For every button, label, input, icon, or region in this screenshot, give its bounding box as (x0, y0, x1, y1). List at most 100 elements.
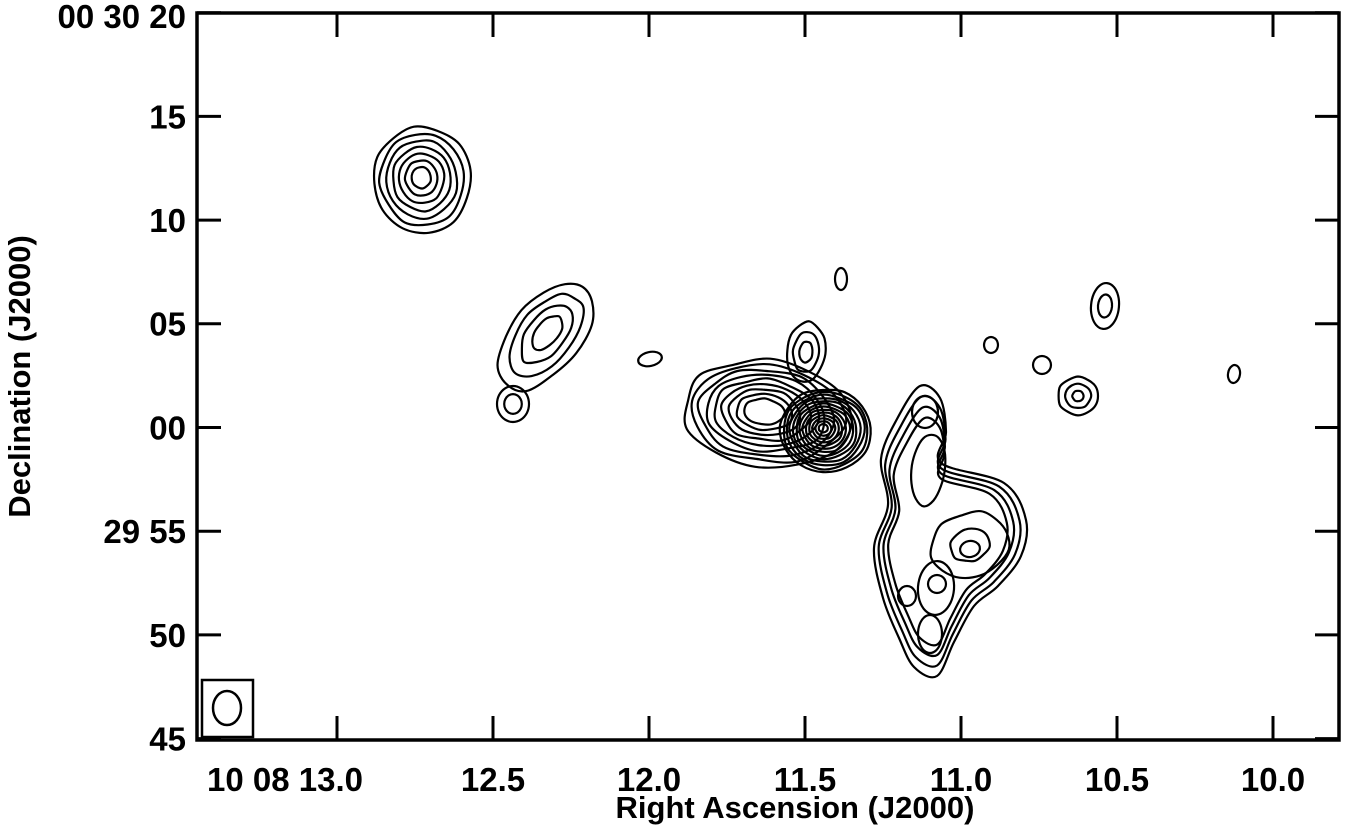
contour-line (833, 266, 849, 292)
x-tick-label: 10.0 (1241, 761, 1305, 798)
feature-south-east-lobe (929, 509, 1011, 580)
contour-line (785, 320, 827, 383)
y-tick-label: 00 (149, 409, 186, 446)
contour-line (520, 304, 574, 365)
contour-line (916, 613, 944, 655)
contour-line (1057, 375, 1100, 417)
x-tick-label: 12.5 (461, 761, 525, 798)
contour-line (916, 559, 956, 617)
contour-line (378, 132, 466, 227)
feature-central-core (778, 388, 872, 474)
contour-line (804, 411, 844, 448)
contour-line (791, 400, 858, 461)
contour-line (817, 422, 829, 434)
contour-line (929, 509, 1011, 580)
contour-line (877, 394, 1022, 668)
y-axis-tick-labels: 00 30 20 15 10 05 00 29 55 50 45 (58, 0, 186, 757)
contour-line (496, 282, 595, 393)
contour-line (801, 408, 848, 450)
contour-line (397, 152, 446, 205)
beam-box (200, 678, 255, 739)
contour-line (713, 377, 821, 448)
contour-line (896, 584, 918, 608)
feature-dot-a (982, 335, 1000, 355)
contour-line (778, 388, 872, 474)
contour-line (495, 384, 531, 424)
contour-line (982, 335, 1000, 355)
y-tick-label: 50 (149, 617, 186, 654)
contour-line (882, 405, 1016, 658)
feature-NE-jet-knot (496, 282, 595, 393)
contour-line (743, 397, 787, 426)
x-axis-tick-labels: 10 08 13.0 12.5 12.0 11.5 11.0 10.5 10.0 (207, 761, 1305, 798)
contour-line (910, 394, 940, 430)
feature-knot-south-ring (495, 384, 531, 424)
feature-south-loop-mid (916, 559, 956, 617)
contour-line (637, 350, 663, 368)
contour-line (531, 314, 564, 352)
x-axis-title: Right Ascension (J2000) (616, 790, 975, 825)
contour-line (1071, 389, 1085, 403)
contour-line (795, 402, 855, 458)
feature-faint-knot (637, 350, 663, 368)
plot-frame (195, 11, 1341, 742)
feature-south-ring-west (896, 584, 918, 608)
contour-line (782, 390, 869, 471)
feature-west-source (1057, 375, 1100, 417)
contour-line (798, 405, 852, 454)
y-tick-label: 45 (149, 720, 186, 757)
contour-line (811, 417, 837, 440)
feature-dot-b (1031, 354, 1053, 376)
contour-line (1089, 281, 1121, 331)
y-tick-label: 00 30 20 (58, 0, 186, 35)
feature-north-blob (833, 266, 849, 292)
feature-south-finger-peak (910, 394, 940, 430)
feature-south-middle-loop (910, 433, 947, 508)
feature-south-east-peak (958, 539, 982, 559)
beam-indicator (200, 678, 255, 739)
contour-line (696, 368, 836, 458)
x-tick-label: 11.5 (774, 761, 836, 798)
contour-line (791, 330, 821, 373)
contour-line (910, 433, 947, 508)
y-tick-label: 29 55 (103, 513, 186, 550)
contour-line (1226, 363, 1242, 385)
beam-ellipse (211, 689, 243, 727)
contour-line (785, 393, 866, 467)
contour-line (788, 397, 862, 463)
contour-line (735, 392, 794, 432)
x-tick-label: 10 08 13.0 (207, 761, 363, 798)
contour-line (798, 340, 814, 364)
feature-far-west-dot (1226, 363, 1242, 385)
contour-line (872, 384, 1029, 679)
contour-line (949, 527, 991, 563)
feature-west-source-2 (1089, 281, 1121, 331)
contour-line (410, 165, 432, 190)
contour-line (727, 388, 802, 437)
feature-south-complex-envelope (872, 384, 1029, 679)
y-tick-label: 15 (149, 98, 186, 135)
axis-ticks (197, 11, 1339, 741)
contour-line (385, 139, 459, 220)
contour-line (403, 159, 439, 197)
contour-line (958, 539, 982, 559)
feature-south-tip-loop (916, 613, 944, 655)
contour-line (503, 392, 523, 416)
x-tick-label: 12.0 (617, 761, 681, 798)
x-tick-label: 11.0 (930, 761, 992, 798)
feature-central-west-lobe (683, 357, 853, 469)
contour-line (808, 414, 840, 444)
contour-line (887, 416, 1009, 647)
contour-line (392, 145, 452, 213)
contour-line (372, 125, 472, 235)
contour-line (508, 292, 585, 378)
contour-line (1063, 382, 1093, 410)
contour-line (1031, 354, 1053, 376)
y-axis-title: Declination (J2000) (2, 235, 37, 518)
contour-line (814, 420, 833, 437)
feature-central-north-spur (785, 320, 827, 383)
y-tick-label: 10 (149, 202, 186, 239)
contour-line (1096, 293, 1114, 319)
